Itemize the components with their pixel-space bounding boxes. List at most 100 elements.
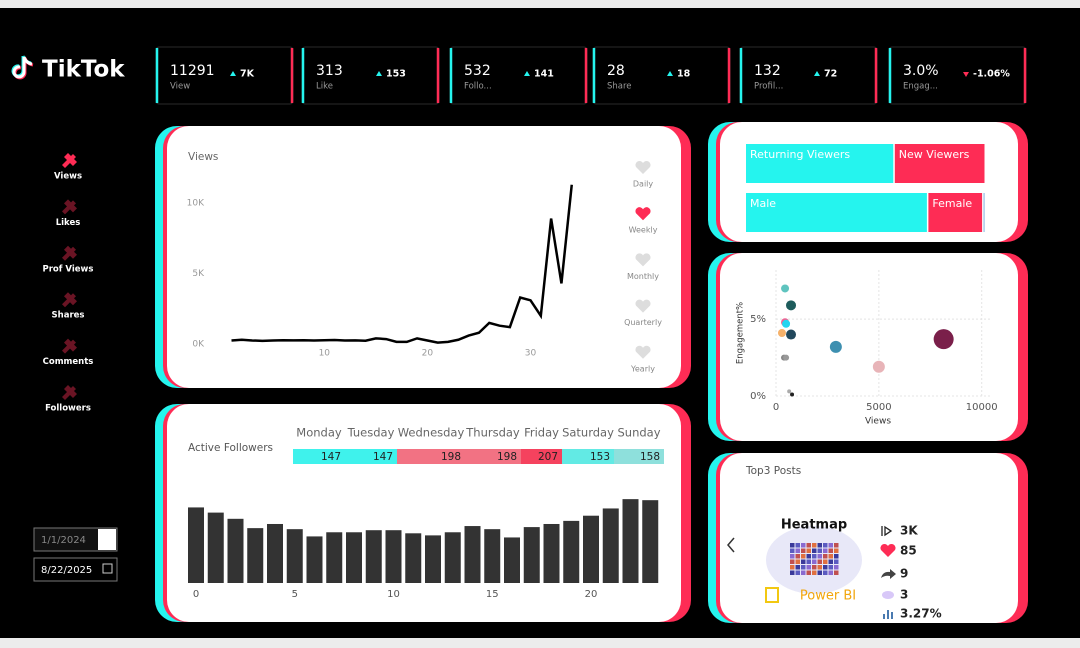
bar	[286, 529, 303, 583]
period-option[interactable]: Weekly	[629, 207, 658, 235]
day-value: 147	[373, 451, 393, 463]
period-option[interactable]: Monthly	[627, 253, 659, 281]
y-tick-label: 5%	[750, 314, 766, 325]
x-tick-label: 10000	[966, 402, 998, 413]
heatmap-cell	[795, 565, 800, 570]
day-label: Monday	[296, 426, 342, 440]
heatmap-cell	[817, 554, 822, 559]
post-stat: 3	[900, 588, 908, 602]
nav-item[interactable]: Likes	[56, 199, 81, 228]
bar	[543, 523, 560, 583]
audience-label: Female	[932, 197, 972, 210]
bar	[583, 515, 599, 583]
bar	[602, 508, 619, 583]
nav-item[interactable]: Followers	[45, 385, 91, 414]
period-option[interactable]: Daily	[633, 160, 654, 189]
day-value: 198	[497, 451, 517, 463]
scatter-point	[786, 329, 797, 340]
heatmap-cell	[806, 559, 811, 564]
heatmap-cell	[812, 554, 817, 559]
day-label: Wednesday	[398, 426, 465, 440]
kpi-label: Profil...	[754, 82, 783, 92]
kpi-value: 313	[316, 63, 343, 79]
day-label: Thursday	[465, 426, 520, 440]
heatmap-cell	[828, 570, 833, 575]
date-input[interactable]	[33, 557, 118, 582]
kpi-value: 3.0%	[903, 63, 939, 79]
calendar-icon	[102, 563, 113, 574]
card-title: Top3 Posts	[745, 465, 801, 477]
day-cell	[293, 449, 345, 464]
date-text: 8/22/2025	[41, 565, 92, 576]
views-icon	[881, 525, 893, 537]
day-cell	[614, 449, 664, 464]
x-tick-label: 10	[387, 589, 400, 600]
day-cell	[562, 449, 614, 464]
kpi-change: 141	[534, 69, 554, 80]
kpi-arrow	[230, 71, 236, 76]
heatmap-cell	[812, 548, 817, 553]
audience-bar	[983, 193, 985, 232]
nav-item[interactable]: Views	[54, 153, 82, 182]
image-title: Heatmap	[781, 518, 847, 533]
bar	[188, 507, 204, 583]
x-tick-label: 5	[292, 589, 298, 600]
kpi-change: 18	[677, 69, 691, 80]
y-tick-label: 5K	[192, 269, 205, 279]
heatmap-cell	[795, 548, 800, 553]
nav-item[interactable]: Prof Views	[43, 245, 94, 275]
heart-icon	[635, 345, 651, 359]
kpi-arrow	[376, 71, 382, 76]
like-icon	[880, 543, 896, 557]
chart-title: Active Followers	[188, 442, 273, 454]
heatmap-cell	[834, 548, 839, 553]
scatter-point	[783, 354, 790, 361]
period-option[interactable]: Yearly	[630, 345, 655, 374]
heatmap-cell	[790, 570, 795, 575]
heatmap-cell	[790, 548, 795, 553]
kpi-value: 11291	[170, 63, 215, 79]
heart-icon	[635, 207, 651, 221]
nav-pin	[62, 292, 77, 308]
kpi-label: Like	[316, 82, 333, 92]
bottom-strip	[0, 638, 1080, 648]
day-label: Sunday	[617, 426, 660, 440]
x-axis-label: Views	[865, 417, 891, 427]
x-tick-label: 20	[422, 349, 434, 359]
heatmap-cell	[801, 548, 806, 553]
nav-item[interactable]: Shares	[52, 292, 85, 321]
kpi-arrow	[814, 71, 820, 76]
bar	[484, 529, 501, 583]
heatmap-cell	[823, 565, 828, 570]
scatter-point	[933, 329, 954, 350]
heatmap-cell	[795, 554, 800, 559]
nav-pin	[62, 153, 77, 168]
nav-item[interactable]: Comments	[43, 338, 94, 368]
heatmap-cell	[834, 559, 839, 564]
prev-arrow[interactable]	[727, 537, 735, 553]
heart-icon	[635, 253, 651, 267]
heatmap-cell	[801, 543, 806, 548]
kpi-value: 532	[464, 63, 491, 79]
bar	[642, 500, 659, 583]
kpi-label: Engag...	[903, 82, 938, 92]
day-value: 207	[538, 451, 558, 463]
kpi-value: 132	[754, 63, 781, 79]
x-tick-label: 5000	[866, 402, 891, 413]
heatmap-cell	[806, 570, 811, 575]
bar	[444, 532, 461, 583]
day-cell	[465, 449, 521, 464]
audience-bar	[746, 144, 894, 183]
x-tick-label: 20	[585, 589, 598, 600]
post-stat: 9	[900, 567, 908, 581]
chart-title: Views	[188, 151, 218, 163]
period-option[interactable]: Quarterly	[624, 299, 662, 328]
day-value: 198	[441, 451, 461, 463]
x-tick-label: 0	[773, 402, 779, 413]
kpi-change: -1.06%	[973, 69, 1010, 80]
date-input[interactable]	[33, 527, 118, 552]
y-axis-label: Engagement%	[736, 302, 746, 364]
